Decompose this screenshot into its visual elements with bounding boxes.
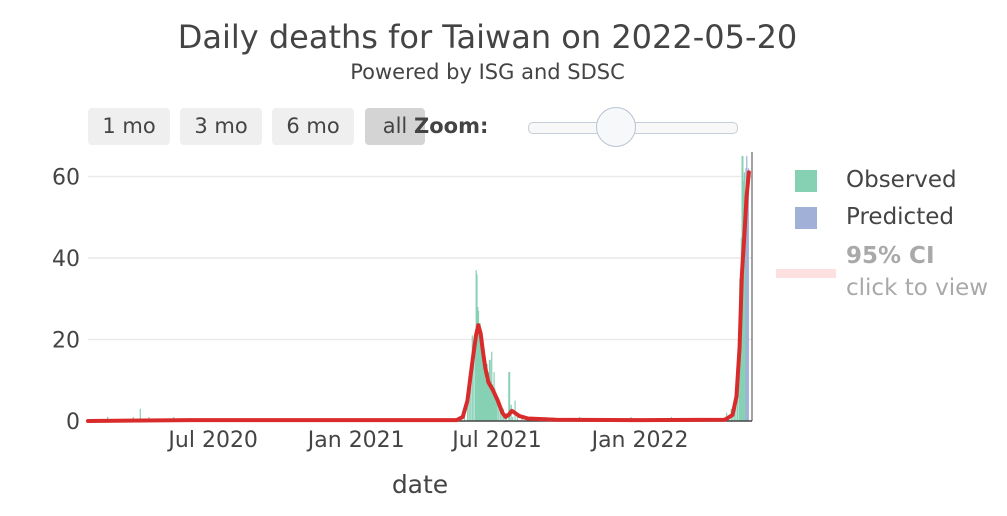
bar-observed xyxy=(495,400,498,421)
bar-observed xyxy=(477,306,479,421)
bar-observed xyxy=(508,372,510,421)
bar-predicted xyxy=(747,168,749,421)
bar-observed xyxy=(501,412,503,421)
bar-observed xyxy=(516,416,519,421)
zoom-label: Zoom: xyxy=(414,114,489,138)
zoom-slider-handle[interactable] xyxy=(596,107,636,147)
bar-observed xyxy=(476,274,478,421)
x-tick-label: Jan 2021 xyxy=(306,428,405,453)
y-tick-label: 0 xyxy=(66,410,80,435)
legend-ci-subtitle[interactable]: click to view xyxy=(846,275,989,301)
bar-observed xyxy=(480,335,482,421)
bar-observed xyxy=(521,416,523,421)
bar-observed xyxy=(139,408,141,421)
bar-observed xyxy=(481,339,483,421)
range-button-1-month[interactable]: 1 mo xyxy=(88,108,170,145)
bar-observed xyxy=(485,368,487,421)
bar-observed xyxy=(481,347,484,421)
legend-swatch-predicted[interactable] xyxy=(795,207,817,229)
trend-line xyxy=(86,170,751,423)
legend-swatch-observed[interactable] xyxy=(795,170,817,192)
x-tick-label: Jul 2020 xyxy=(166,428,258,453)
bar-observed xyxy=(498,404,500,421)
x-tick-label: Jan 2022 xyxy=(590,428,689,453)
legend-observed[interactable]: Observed xyxy=(846,167,957,193)
bar-observed xyxy=(484,359,486,421)
bar-observed xyxy=(478,323,480,421)
bar-observed xyxy=(744,217,746,421)
chart-subtitle: Powered by ISG and SDSC xyxy=(350,60,625,84)
bar-predicted xyxy=(745,168,747,421)
bar-observed xyxy=(484,380,487,421)
bar-observed xyxy=(490,380,492,421)
bar-observed xyxy=(467,400,469,421)
bar-observed xyxy=(496,396,498,421)
bar-observed xyxy=(512,416,514,421)
bar-observed xyxy=(743,180,745,421)
bar-predicted xyxy=(746,184,749,421)
bar-observed xyxy=(504,416,506,421)
bar-observed xyxy=(495,396,497,421)
bar-observed xyxy=(471,335,473,421)
bar-observed xyxy=(486,363,488,421)
legend-swatch-ci[interactable] xyxy=(776,269,836,278)
bar-observed xyxy=(470,368,472,421)
legend-predicted[interactable]: Predicted xyxy=(846,204,954,230)
y-tick-label: 20 xyxy=(52,328,80,353)
bar-observed xyxy=(488,359,491,421)
bar-observed xyxy=(487,376,489,421)
legend-ci-title[interactable]: 95% CI xyxy=(846,243,935,269)
y-tick-label: 40 xyxy=(52,247,80,272)
bar-observed xyxy=(483,359,485,421)
x-axis-label: date xyxy=(391,470,449,499)
chart-title: Daily deaths for Taiwan on 2022-05-20 xyxy=(177,18,798,56)
bar-observed xyxy=(491,384,494,421)
bar-observed xyxy=(468,388,470,421)
bar-observed xyxy=(735,400,737,421)
bar-observed xyxy=(494,388,496,421)
range-button-3-months[interactable]: 3 mo xyxy=(180,108,262,145)
bar-observed xyxy=(509,372,511,421)
bar-observed xyxy=(482,343,484,421)
bar-observed xyxy=(477,310,480,421)
bar-observed xyxy=(479,323,481,421)
y-tick-label: 60 xyxy=(52,165,80,190)
bar-observed xyxy=(492,392,494,421)
bar-observed xyxy=(488,372,490,421)
bar-observed xyxy=(743,172,746,421)
x-tick-label: Jul 2021 xyxy=(450,428,542,453)
bar-observed xyxy=(499,408,501,421)
bar-observed xyxy=(473,355,475,421)
bar-observed xyxy=(474,339,477,421)
range-button-6-months[interactable]: 6 mo xyxy=(272,108,354,145)
bar-observed xyxy=(489,359,491,421)
bar-predicted xyxy=(746,156,748,422)
range-button-all[interactable]: all xyxy=(365,108,425,145)
